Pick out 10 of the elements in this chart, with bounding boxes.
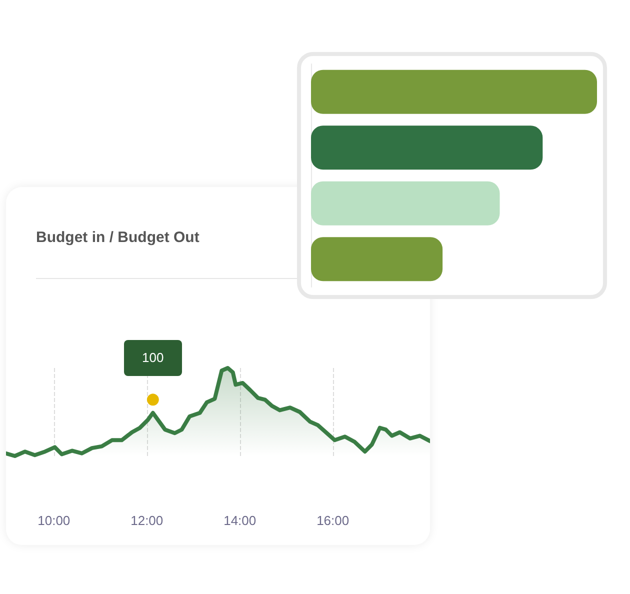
x-tick-label: 14:00 — [224, 513, 256, 528]
x-tick-label: 16:00 — [316, 513, 350, 528]
bar — [311, 70, 597, 114]
x-tick-label: 10:00 — [38, 513, 70, 528]
x-tick-label: 12:00 — [130, 513, 164, 528]
bar — [311, 126, 543, 170]
bar — [311, 181, 500, 226]
bar — [311, 237, 443, 282]
chart-title: Budget in / Budget Out — [36, 229, 200, 246]
tooltip-callout: 100 — [124, 340, 182, 376]
